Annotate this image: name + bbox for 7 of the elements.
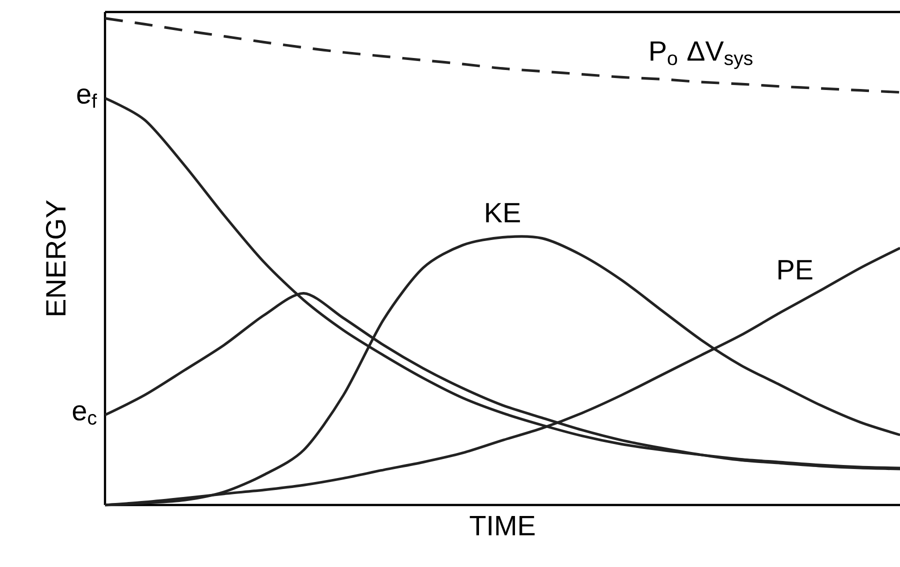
series-label: P$_{o}$ ΔV$_{sys}$ [650,41,752,70]
series-label: PE [778,260,812,280]
text: e$_{f}$ [77,88,98,108]
series-label: KE [486,203,520,222]
text: e$_{c}$ [72,405,96,425]
y-axis-title: ENERGY [46,200,66,316]
x-axis-title: TIME [470,516,535,536]
